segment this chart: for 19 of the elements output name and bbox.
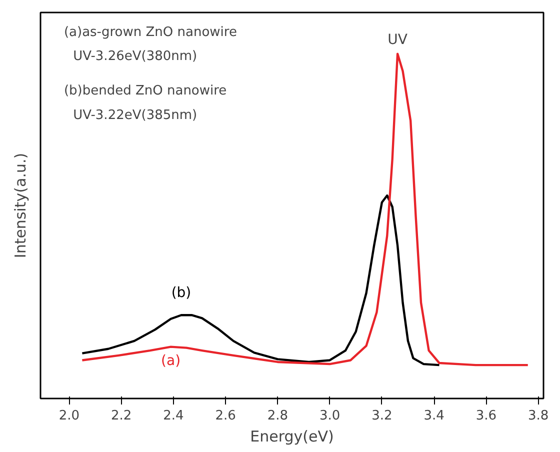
x-tick-label: 2.4 — [163, 408, 184, 424]
x-tick-label: 3.2 — [372, 408, 392, 424]
x-tick-label: 2.2 — [110, 408, 132, 424]
annotation: (b)bended ZnO nanowire — [64, 84, 227, 99]
y-axis-title: Intensity(a.u.) — [12, 152, 30, 258]
x-tick-label: 3.6 — [476, 408, 497, 424]
x-tick-label: 3.4 — [424, 408, 444, 424]
annotation: UV-3.26eV(380nm) — [73, 49, 198, 64]
annotation: UV — [388, 32, 408, 48]
x-tick-label: 2.8 — [267, 408, 288, 424]
x-axis-title: Energy(eV) — [250, 428, 334, 446]
x-tick-label: 2.0 — [58, 408, 80, 424]
series-label: (a) — [161, 352, 181, 369]
x-tick-label: 3.0 — [319, 408, 340, 424]
x-tick-label: 3.8 — [528, 408, 549, 424]
annotation: UV-3.22eV(385nm) — [73, 108, 198, 123]
text: (a)as-grown ZnO nanowire — [64, 25, 237, 40]
x-tick-label: 2.6 — [215, 408, 236, 424]
series-label: (b) — [171, 285, 192, 302]
